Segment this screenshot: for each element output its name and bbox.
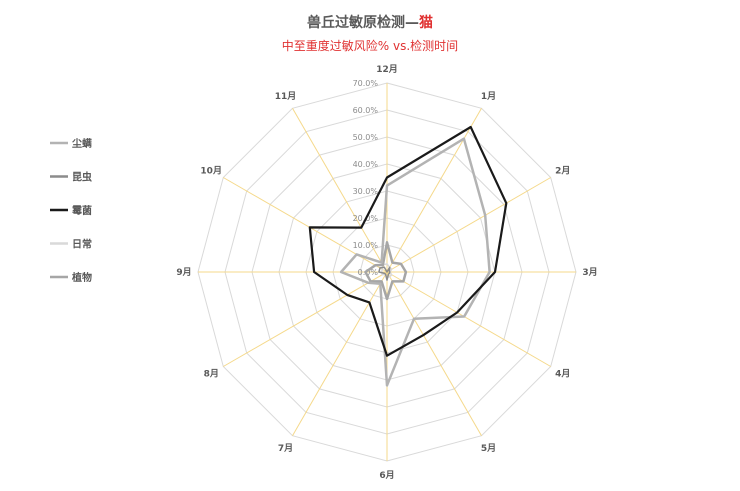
tick-label: 30.0% bbox=[353, 187, 379, 196]
grid-spoke bbox=[386, 108, 482, 273]
legend-label: 昆虫 bbox=[72, 171, 92, 184]
category-label: 8月 bbox=[204, 369, 219, 380]
series-line bbox=[364, 241, 408, 301]
category-label: 4月 bbox=[555, 369, 570, 380]
category-label: 7月 bbox=[278, 443, 293, 454]
category-label: 11月 bbox=[275, 91, 297, 102]
grid-spoke bbox=[292, 108, 388, 273]
series-line bbox=[378, 266, 391, 281]
category-label: 5月 bbox=[481, 443, 496, 454]
category-label: 9月 bbox=[176, 267, 191, 278]
tick-label: 50.0% bbox=[353, 133, 379, 142]
legend-label: 霉菌 bbox=[72, 204, 92, 217]
legend-label: 日常 bbox=[72, 238, 92, 251]
category-label: 3月 bbox=[582, 267, 597, 278]
chart-title-highlight: 猫 bbox=[419, 14, 433, 31]
tick-label: 10.0% bbox=[353, 241, 379, 250]
chart-title-main: 兽丘过敏原检测— bbox=[307, 14, 419, 31]
category-label: 1月 bbox=[481, 91, 496, 102]
tick-label: 70.0% bbox=[353, 79, 379, 88]
legend-label: 尘螨 bbox=[72, 137, 92, 150]
grid-spoke bbox=[386, 271, 482, 436]
chart-title: 兽丘过敏原检测—猫 bbox=[307, 14, 433, 31]
category-labels: 12月 1月 2月 3月 4月 5月 6月 7月 8月 9月 10月 11月 bbox=[176, 64, 597, 481]
grid-spoke bbox=[386, 177, 551, 273]
grid-spoke bbox=[223, 271, 388, 367]
series-line bbox=[339, 137, 491, 387]
legend-label: 植物 bbox=[71, 271, 92, 284]
tick-label: 0.0% bbox=[358, 268, 379, 277]
category-label: 6月 bbox=[379, 470, 394, 481]
grid-spoke bbox=[292, 271, 388, 436]
category-label: 2月 bbox=[555, 166, 570, 177]
radial-tick-labels: 0.0%10.0%20.0%30.0%40.0%50.0%60.0%70.0% bbox=[353, 79, 379, 277]
grid-spoke bbox=[386, 271, 551, 367]
series-line bbox=[308, 125, 508, 357]
tick-label: 60.0% bbox=[353, 106, 379, 115]
category-label: 10月 bbox=[200, 166, 222, 177]
category-label: 12月 bbox=[376, 64, 398, 75]
series-lines bbox=[308, 125, 508, 387]
tick-label: 40.0% bbox=[353, 160, 379, 169]
chart-subtitle: 中至重度过敏风险% vs.检测时间 bbox=[282, 38, 458, 53]
